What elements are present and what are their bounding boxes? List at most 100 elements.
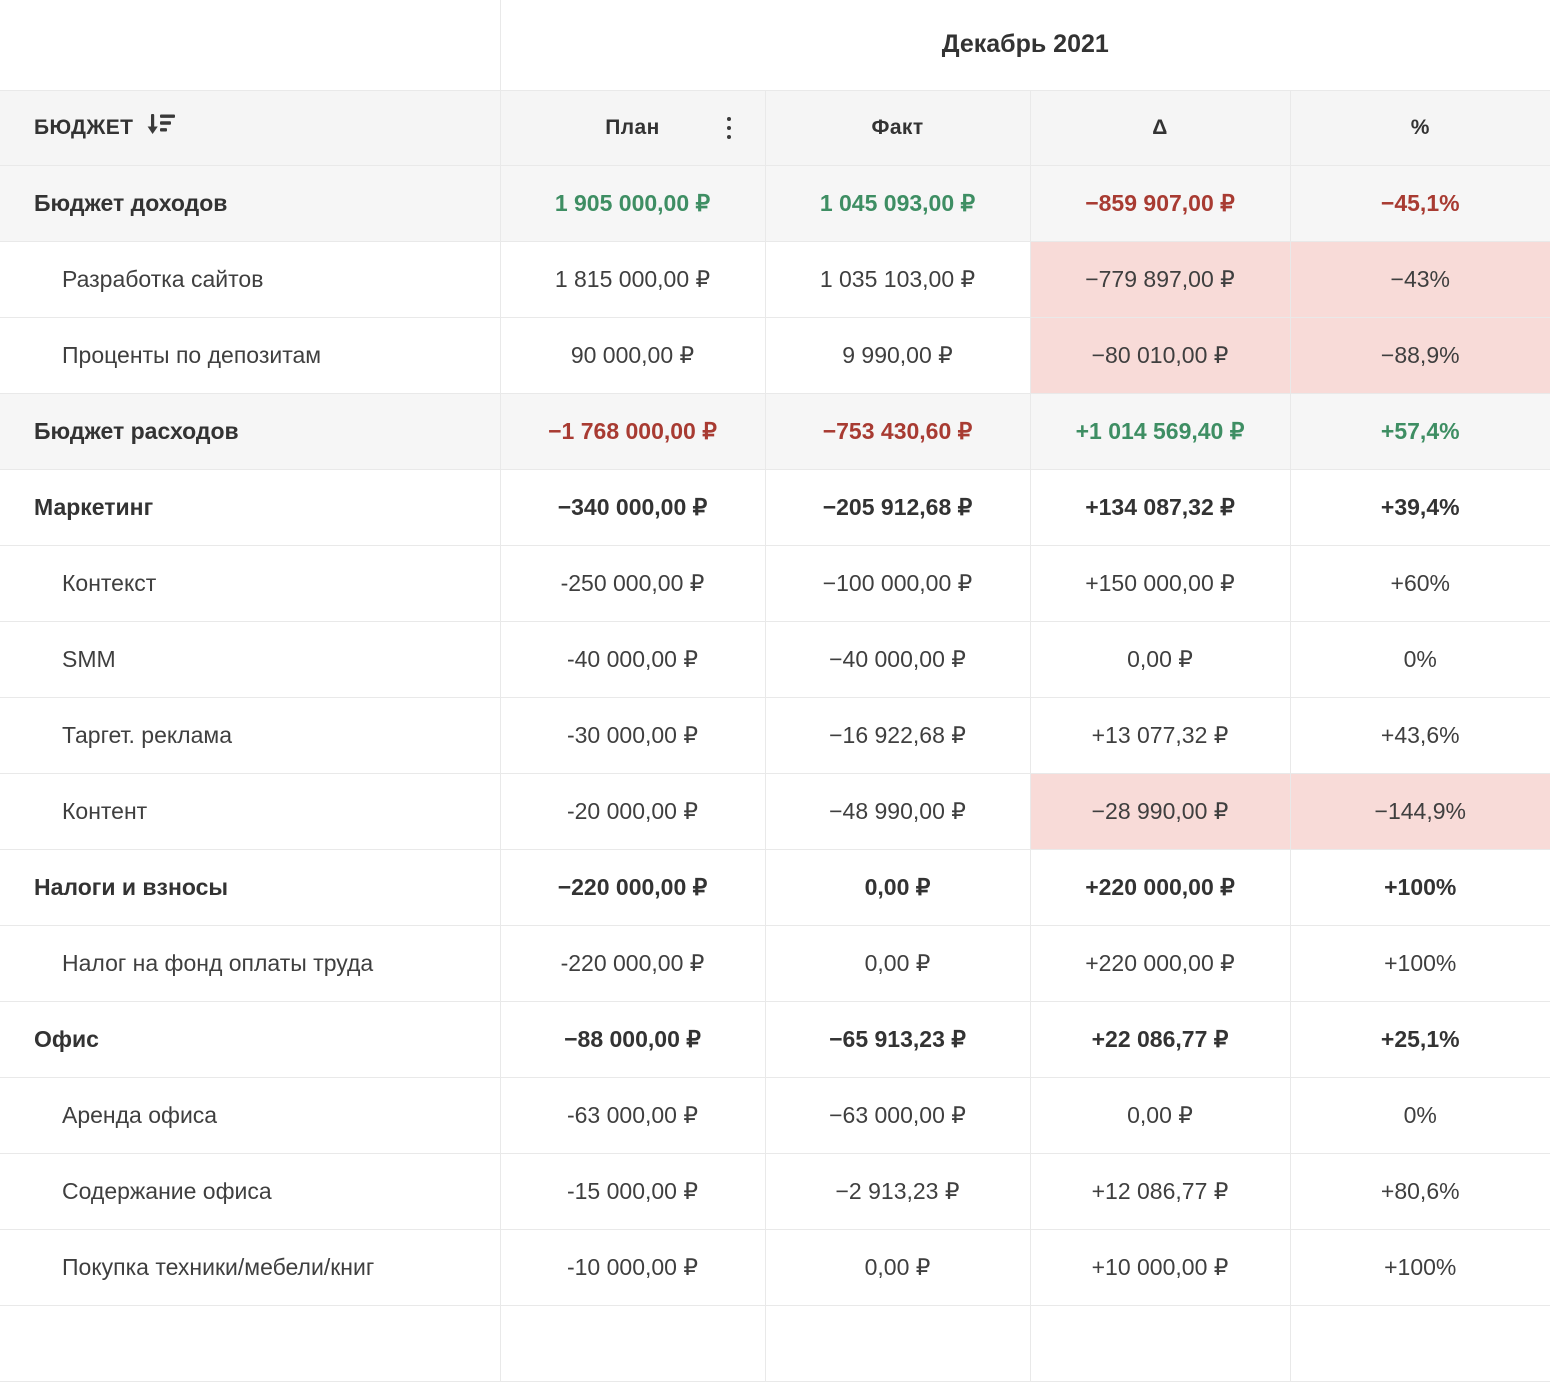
row-label[interactable]: SMM — [0, 620, 501, 698]
table-row: Офис −88 000,00 ₽ −65 913,23 ₽ +22 086,77 ₽… — [0, 1000, 1550, 1078]
delta-header-label: Δ — [1152, 115, 1168, 139]
cell-plan: 1 905 000,00 ₽ — [499, 164, 766, 242]
row-label[interactable]: Проценты по депозитам — [0, 316, 501, 394]
column-header-plan[interactable]: План — [499, 89, 766, 166]
cell-delta: 0,00 ₽ — [1029, 1076, 1291, 1154]
cell-fact: 9 990,00 ₽ — [764, 316, 1031, 394]
table-row: Контекст -250 000,00 ₽ −100 000,00 ₽ +150 0… — [0, 544, 1550, 622]
table-row: Проценты по депозитам 90 000,00 ₽9 990,00… — [0, 316, 1550, 394]
table-row: Покупка техники/мебели/книг -10 000,00 ₽0… — [0, 1228, 1550, 1306]
cell-percent: −88,9% — [1289, 316, 1550, 394]
cell-fact: −63 000,00 ₽ — [764, 1076, 1031, 1154]
cell-plan: -15 000,00 ₽ — [499, 1152, 766, 1230]
row-label[interactable]: Налоги и взносы — [0, 848, 501, 926]
cell-plan: −340 000,00 ₽ — [499, 468, 766, 546]
cell-plan: -220 000,00 ₽ — [499, 924, 766, 1002]
row-label[interactable]: Маркетинг — [0, 468, 501, 546]
row-label[interactable]: Аренда офиса — [0, 1076, 501, 1154]
cell-percent: +100% — [1289, 1228, 1550, 1306]
cell-percent: +25,1% — [1289, 1000, 1550, 1078]
cell-percent: −43% — [1289, 240, 1550, 318]
column-header-fact[interactable]: Факт — [764, 89, 1031, 166]
table-body: Бюджет доходов 1 905 000,00 ₽1 045 093,00… — [0, 164, 1550, 1306]
row-label[interactable]: Содержание офиса — [0, 1152, 501, 1230]
period-spacer — [0, 0, 500, 90]
cell-fact: −205 912,68 ₽ — [764, 468, 1031, 546]
plan-header-label: План — [605, 115, 660, 139]
row-label[interactable]: Бюджет расходов — [0, 392, 501, 470]
table-row: Налоги и взносы −220 000,00 ₽0,00 ₽ +220 0… — [0, 848, 1550, 926]
cell-delta: +10 000,00 ₽ — [1029, 1228, 1291, 1306]
table-row: Таргет. реклама -30 000,00 ₽ −16 922,68 ₽ +… — [0, 696, 1550, 774]
row-label[interactable]: Налог на фонд оплаты труда — [0, 924, 501, 1002]
percent-header-label: % — [1410, 115, 1430, 139]
table-row: Налог на фонд оплаты труда -220 000,00 ₽0… — [0, 924, 1550, 1002]
cell-percent: 0% — [1289, 620, 1550, 698]
column-header-budget[interactable]: БЮДЖЕТ — [0, 89, 501, 166]
budget-header-label: БЮДЖЕТ — [34, 115, 134, 139]
row-label[interactable]: Офис — [0, 1000, 501, 1078]
table-row: Контент -20 000,00 ₽ −48 990,00 ₽ −28 990,0… — [0, 772, 1550, 850]
cell-delta: +1 014 569,40 ₽ — [1029, 392, 1291, 470]
cell-fact: 1 035 103,00 ₽ — [764, 240, 1031, 318]
table-row: Бюджет расходов −1 768 000,00 ₽ −753 430,6… — [0, 392, 1550, 470]
column-header-percent[interactable]: % — [1289, 89, 1550, 166]
cell-delta: 0,00 ₽ — [1029, 620, 1291, 698]
cell-percent: +100% — [1289, 848, 1550, 926]
cell-delta: +220 000,00 ₽ — [1029, 848, 1291, 926]
cell-percent: +43,6% — [1289, 696, 1550, 774]
row-label[interactable]: Разработка сайтов — [0, 240, 501, 318]
column-header-delta[interactable]: Δ — [1029, 89, 1291, 166]
cell-percent: −45,1% — [1289, 164, 1550, 242]
cell-fact: −16 922,68 ₽ — [764, 696, 1031, 774]
table-row: SMM -40 000,00 ₽ −40 000,00 ₽0,00 ₽0% — [0, 620, 1550, 698]
sort-descending-icon[interactable] — [145, 111, 177, 145]
cell-percent: +57,4% — [1289, 392, 1550, 470]
cell-percent: +39,4% — [1289, 468, 1550, 546]
period-header-row: Декабрь 2021 — [0, 0, 1550, 90]
kebab-menu-icon[interactable] — [723, 113, 735, 143]
cell-delta: −28 990,00 ₽ — [1029, 772, 1291, 850]
cell-percent: +80,6% — [1289, 1152, 1550, 1230]
cell-delta: +150 000,00 ₽ — [1029, 544, 1291, 622]
cell-plan: 90 000,00 ₽ — [499, 316, 766, 394]
row-label[interactable]: Контент — [0, 772, 501, 850]
period-title: Декабрь 2021 — [499, 0, 1550, 90]
cell-plan: 1 815 000,00 ₽ — [499, 240, 766, 318]
cell-plan: -20 000,00 ₽ — [499, 772, 766, 850]
row-label[interactable]: Покупка техники/мебели/книг — [0, 1228, 501, 1306]
cell-plan: −88 000,00 ₽ — [499, 1000, 766, 1078]
fact-header-label: Факт — [871, 115, 924, 139]
cell-fact: −100 000,00 ₽ — [764, 544, 1031, 622]
cell-percent: −144,9% — [1289, 772, 1550, 850]
cell-fact: −753 430,60 ₽ — [764, 392, 1031, 470]
cell-percent: +60% — [1289, 544, 1550, 622]
cell-delta: −859 907,00 ₽ — [1029, 164, 1291, 242]
cell-fact: 0,00 ₽ — [764, 848, 1031, 926]
cell-fact: −48 990,00 ₽ — [764, 772, 1031, 850]
cell-plan: −1 768 000,00 ₽ — [499, 392, 766, 470]
row-label[interactable]: Контекст — [0, 544, 501, 622]
cell-plan: -63 000,00 ₽ — [499, 1076, 766, 1154]
cell-plan: -40 000,00 ₽ — [499, 620, 766, 698]
cell-plan: -250 000,00 ₽ — [499, 544, 766, 622]
row-label[interactable]: Таргет. реклама — [0, 696, 501, 774]
row-label[interactable]: Бюджет доходов — [0, 164, 501, 242]
table-row: Содержание офиса -15 000,00 ₽ −2 913,23 ₽ +… — [0, 1152, 1550, 1230]
cell-delta: +134 087,32 ₽ — [1029, 468, 1291, 546]
cell-delta: +12 086,77 ₽ — [1029, 1152, 1291, 1230]
table-row: Бюджет доходов 1 905 000,00 ₽1 045 093,00… — [0, 164, 1550, 242]
column-header-row: БЮДЖЕТ План Факт — [0, 89, 1550, 166]
cell-plan: -10 000,00 ₽ — [499, 1228, 766, 1306]
cell-fact: −65 913,23 ₽ — [764, 1000, 1031, 1078]
table-row: Маркетинг −340 000,00 ₽ −205 912,68 ₽ +134 … — [0, 468, 1550, 546]
cell-fact: 1 045 093,00 ₽ — [764, 164, 1031, 242]
table-row: Разработка сайтов 1 815 000,00 ₽1 035 103… — [0, 240, 1550, 318]
cell-delta: +220 000,00 ₽ — [1029, 924, 1291, 1002]
cell-fact: 0,00 ₽ — [764, 924, 1031, 1002]
cell-delta: −80 010,00 ₽ — [1029, 316, 1291, 394]
cell-fact: −40 000,00 ₽ — [764, 620, 1031, 698]
cell-delta: −779 897,00 ₽ — [1029, 240, 1291, 318]
cell-plan: -30 000,00 ₽ — [499, 696, 766, 774]
cell-plan: −220 000,00 ₽ — [499, 848, 766, 926]
